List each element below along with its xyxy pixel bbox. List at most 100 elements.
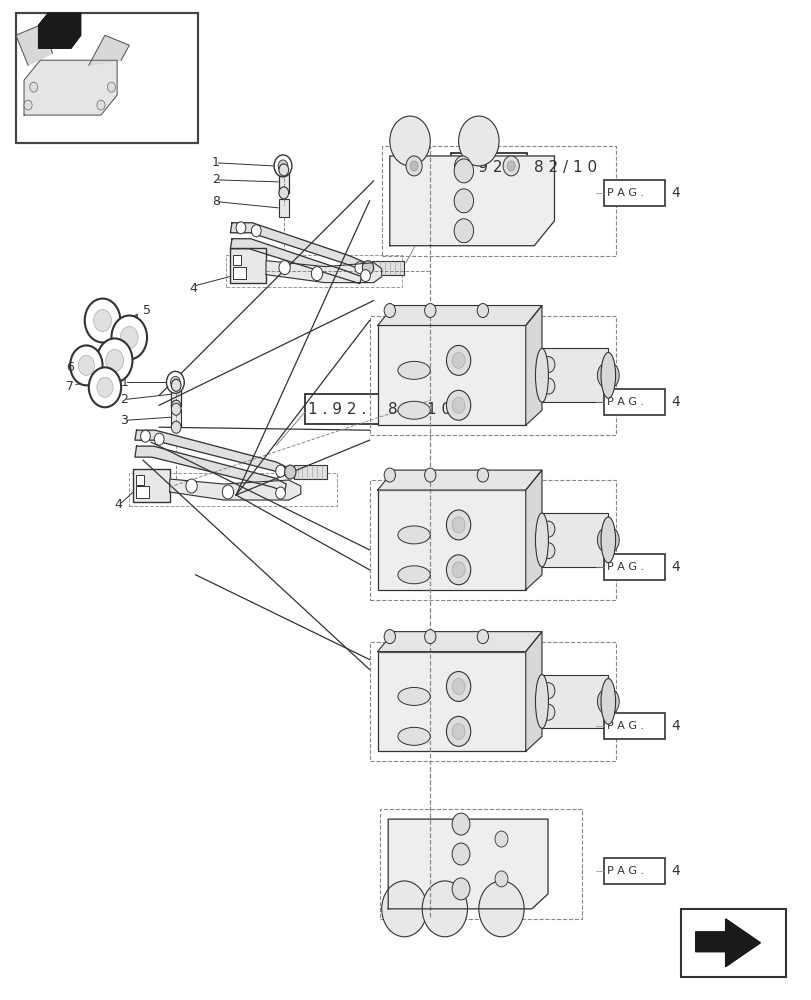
Circle shape — [166, 371, 184, 393]
Polygon shape — [24, 60, 117, 115]
Text: 4: 4 — [671, 719, 680, 733]
Bar — [369, 480, 616, 600]
Circle shape — [236, 222, 246, 234]
Circle shape — [111, 316, 147, 359]
Circle shape — [78, 355, 94, 375]
Ellipse shape — [600, 352, 615, 398]
Circle shape — [477, 304, 488, 318]
Text: 4: 4 — [189, 282, 197, 295]
Text: 4: 4 — [671, 560, 680, 574]
Bar — [377, 652, 525, 751]
Circle shape — [140, 430, 150, 442]
Circle shape — [279, 164, 288, 176]
Circle shape — [154, 433, 164, 445]
Polygon shape — [525, 306, 541, 425]
Bar — [233, 267, 246, 279]
Bar — [371, 261, 404, 275]
Bar — [541, 513, 607, 567]
Text: P A G .: P A G . — [607, 866, 644, 876]
Circle shape — [362, 261, 373, 275]
Circle shape — [452, 397, 465, 413]
Polygon shape — [39, 13, 80, 48]
Bar — [603, 389, 664, 415]
Circle shape — [446, 555, 470, 585]
Bar — [381, 146, 616, 256]
Circle shape — [495, 871, 508, 887]
Bar — [541, 675, 607, 728]
Circle shape — [171, 400, 181, 412]
Ellipse shape — [534, 675, 547, 728]
Circle shape — [446, 716, 470, 746]
Circle shape — [446, 345, 470, 375]
Ellipse shape — [534, 513, 547, 567]
Circle shape — [541, 704, 554, 720]
Bar — [603, 858, 664, 884]
Circle shape — [477, 630, 488, 644]
Polygon shape — [377, 470, 541, 490]
Text: 1: 1 — [120, 376, 128, 389]
Circle shape — [274, 155, 291, 177]
Ellipse shape — [397, 361, 430, 379]
Circle shape — [171, 403, 181, 415]
Circle shape — [603, 533, 613, 546]
Circle shape — [222, 485, 234, 499]
Bar — [541, 348, 607, 402]
Circle shape — [389, 116, 430, 166]
Circle shape — [97, 377, 113, 397]
Circle shape — [93, 310, 111, 331]
Circle shape — [186, 479, 197, 493]
Text: 1 . 9 2 .: 1 . 9 2 . — [453, 160, 512, 175]
Text: 1: 1 — [212, 156, 220, 169]
Polygon shape — [525, 470, 541, 590]
Circle shape — [453, 189, 473, 213]
Text: 1 . 9 2 .: 1 . 9 2 . — [307, 402, 366, 417]
Circle shape — [354, 262, 364, 274]
Polygon shape — [135, 430, 288, 476]
Ellipse shape — [397, 526, 430, 544]
Text: 5: 5 — [143, 304, 151, 317]
Circle shape — [452, 813, 470, 835]
Polygon shape — [695, 919, 760, 967]
Circle shape — [452, 517, 465, 533]
Polygon shape — [377, 306, 541, 325]
Ellipse shape — [397, 401, 430, 419]
Circle shape — [452, 878, 470, 900]
Circle shape — [541, 683, 554, 699]
Polygon shape — [169, 479, 300, 500]
Bar — [369, 642, 616, 761]
Ellipse shape — [534, 348, 547, 402]
Ellipse shape — [397, 687, 430, 705]
Circle shape — [452, 843, 470, 865]
Circle shape — [97, 100, 105, 110]
Circle shape — [84, 299, 120, 342]
Bar — [603, 180, 664, 206]
Text: P A G .: P A G . — [607, 188, 644, 198]
Circle shape — [107, 82, 115, 92]
Circle shape — [70, 345, 102, 385]
Bar — [603, 554, 664, 580]
Circle shape — [541, 378, 554, 394]
Polygon shape — [16, 23, 52, 65]
Ellipse shape — [600, 517, 615, 563]
Circle shape — [381, 881, 427, 937]
Circle shape — [597, 526, 619, 553]
Text: 4: 4 — [671, 395, 680, 409]
Circle shape — [541, 521, 554, 537]
Bar — [294, 465, 326, 479]
Text: P A G .: P A G . — [607, 721, 644, 731]
Polygon shape — [525, 632, 541, 751]
Text: 8 2 / 1 0: 8 2 / 1 0 — [533, 160, 596, 175]
Circle shape — [311, 267, 322, 281]
Circle shape — [105, 349, 123, 371]
Circle shape — [279, 261, 290, 275]
Bar — [380, 809, 581, 919]
Text: 2: 2 — [212, 173, 220, 186]
Polygon shape — [377, 632, 541, 652]
Bar — [603, 713, 664, 739]
Circle shape — [360, 270, 370, 282]
Polygon shape — [39, 13, 80, 25]
Bar — [16, 13, 198, 143]
Text: P A G .: P A G . — [607, 562, 644, 572]
Circle shape — [495, 831, 508, 847]
Circle shape — [453, 159, 473, 183]
